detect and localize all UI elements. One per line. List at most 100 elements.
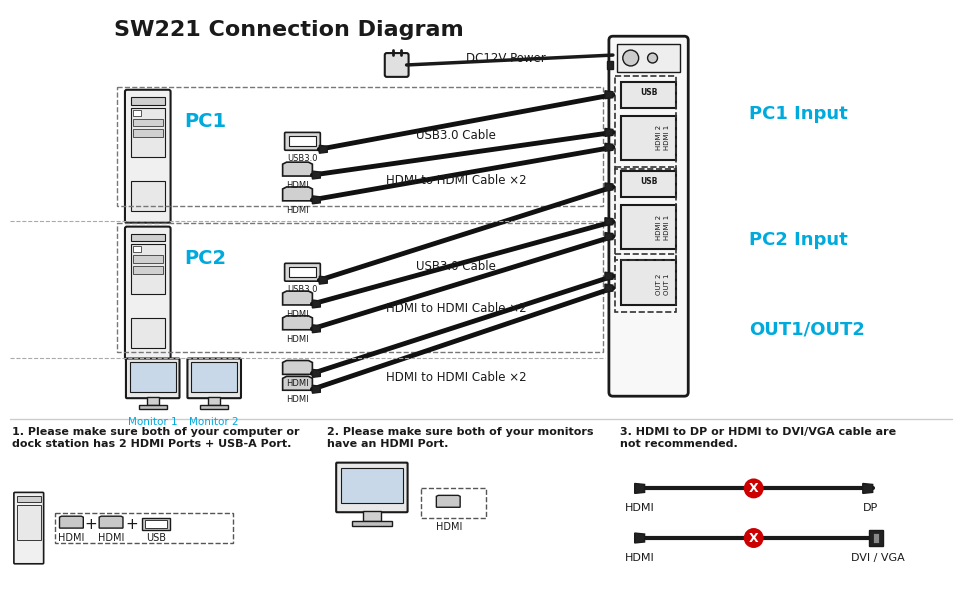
Text: OUT 1: OUT 1 <box>664 274 670 295</box>
Text: X: X <box>748 532 758 545</box>
Polygon shape <box>634 484 644 493</box>
Bar <box>144 520 167 528</box>
Text: PC1: PC1 <box>184 112 227 131</box>
Polygon shape <box>282 162 312 176</box>
Text: USB3.0 Cable: USB3.0 Cable <box>416 129 495 142</box>
FancyBboxPatch shape <box>14 493 44 564</box>
Bar <box>208 397 220 405</box>
Text: +: + <box>125 517 139 532</box>
Text: DVI / VGA: DVI / VGA <box>850 553 904 563</box>
Bar <box>289 136 316 146</box>
Circle shape <box>744 479 762 497</box>
Bar <box>289 267 316 277</box>
Bar <box>117 87 603 206</box>
Bar <box>117 223 603 352</box>
Bar <box>131 107 165 157</box>
Polygon shape <box>99 516 123 528</box>
Bar <box>133 119 163 127</box>
Polygon shape <box>312 370 320 377</box>
Text: 1. Please make sure both of your computer or
dock station has 2 HDMI Ports + USB: 1. Please make sure both of your compute… <box>12 427 299 449</box>
Polygon shape <box>319 145 327 153</box>
FancyBboxPatch shape <box>125 90 171 223</box>
FancyBboxPatch shape <box>126 359 179 398</box>
Bar <box>607 61 612 69</box>
Bar <box>131 244 165 294</box>
Text: HDMI: HDMI <box>286 310 308 319</box>
FancyBboxPatch shape <box>284 263 320 281</box>
Text: HDMI: HDMI <box>286 206 308 215</box>
Text: 3. HDMI to DP or HDMI to DVI/VGA cable are
not recommended.: 3. HDMI to DP or HDMI to DVI/VGA cable a… <box>619 427 895 449</box>
Text: Monitor 2: Monitor 2 <box>189 417 238 427</box>
Polygon shape <box>59 516 83 528</box>
Text: HDMI 2: HDMI 2 <box>656 125 662 150</box>
Text: HDMI: HDMI <box>286 181 308 190</box>
Text: HDMI 1: HDMI 1 <box>664 125 670 150</box>
Bar <box>614 76 675 169</box>
Text: USB: USB <box>640 88 657 97</box>
Polygon shape <box>282 187 312 201</box>
Text: SW221 Connection Diagram: SW221 Connection Diagram <box>114 20 463 40</box>
Bar <box>133 247 141 253</box>
Bar <box>131 97 165 104</box>
Polygon shape <box>605 272 612 280</box>
Polygon shape <box>282 376 312 390</box>
Polygon shape <box>605 128 612 136</box>
Bar <box>139 405 167 409</box>
Circle shape <box>622 50 638 66</box>
Text: HDMI 1: HDMI 1 <box>664 214 670 239</box>
Circle shape <box>647 53 657 63</box>
Text: HDMI to HDMI Cable ×2: HDMI to HDMI Cable ×2 <box>386 371 526 384</box>
Bar <box>620 82 675 107</box>
Text: HDMI: HDMI <box>286 335 308 344</box>
Polygon shape <box>605 91 612 98</box>
Text: +: + <box>84 517 98 532</box>
Polygon shape <box>634 533 644 543</box>
Text: PC2: PC2 <box>184 249 227 268</box>
Text: USB: USB <box>640 177 657 186</box>
Text: Monitor 1: Monitor 1 <box>128 417 177 427</box>
FancyBboxPatch shape <box>385 53 408 77</box>
Bar <box>133 130 163 137</box>
Circle shape <box>744 529 762 547</box>
Text: USB3.0: USB3.0 <box>287 154 318 163</box>
Bar <box>620 116 675 160</box>
Text: OUT 2: OUT 2 <box>656 274 662 295</box>
Polygon shape <box>436 496 459 507</box>
Bar <box>614 167 675 260</box>
Polygon shape <box>861 484 872 493</box>
Bar <box>141 518 170 530</box>
FancyBboxPatch shape <box>609 36 688 396</box>
Text: DP: DP <box>862 503 878 513</box>
Bar <box>614 254 675 312</box>
FancyBboxPatch shape <box>187 359 240 398</box>
Bar <box>422 488 485 518</box>
Text: HDMI: HDMI <box>58 533 84 543</box>
Bar <box>620 205 675 250</box>
Text: HDMI: HDMI <box>98 533 124 543</box>
Bar <box>16 496 41 502</box>
Polygon shape <box>605 143 612 151</box>
Text: OUT1/OUT2: OUT1/OUT2 <box>748 321 863 339</box>
Bar <box>201 405 228 409</box>
Polygon shape <box>312 385 320 393</box>
FancyBboxPatch shape <box>284 133 320 150</box>
Text: 2. Please make sure both of your monitors
have an HDMI Port.: 2. Please make sure both of your monitor… <box>327 427 593 449</box>
Polygon shape <box>312 300 320 308</box>
Bar <box>133 266 163 274</box>
Text: HDMI: HDMI <box>286 379 308 388</box>
Text: HDMI 2: HDMI 2 <box>656 214 662 239</box>
Bar <box>133 256 163 263</box>
Bar <box>362 511 381 521</box>
Text: HDMI: HDMI <box>624 553 654 563</box>
Polygon shape <box>319 276 327 284</box>
Text: USB: USB <box>145 533 166 543</box>
Bar <box>872 533 878 543</box>
Text: PC1 Input: PC1 Input <box>748 104 847 122</box>
Bar <box>620 171 675 197</box>
Polygon shape <box>605 218 612 226</box>
Polygon shape <box>312 196 320 204</box>
Text: HDMI: HDMI <box>286 395 308 404</box>
Bar <box>616 44 679 72</box>
Text: HDMI: HDMI <box>436 522 462 532</box>
Polygon shape <box>605 284 612 292</box>
